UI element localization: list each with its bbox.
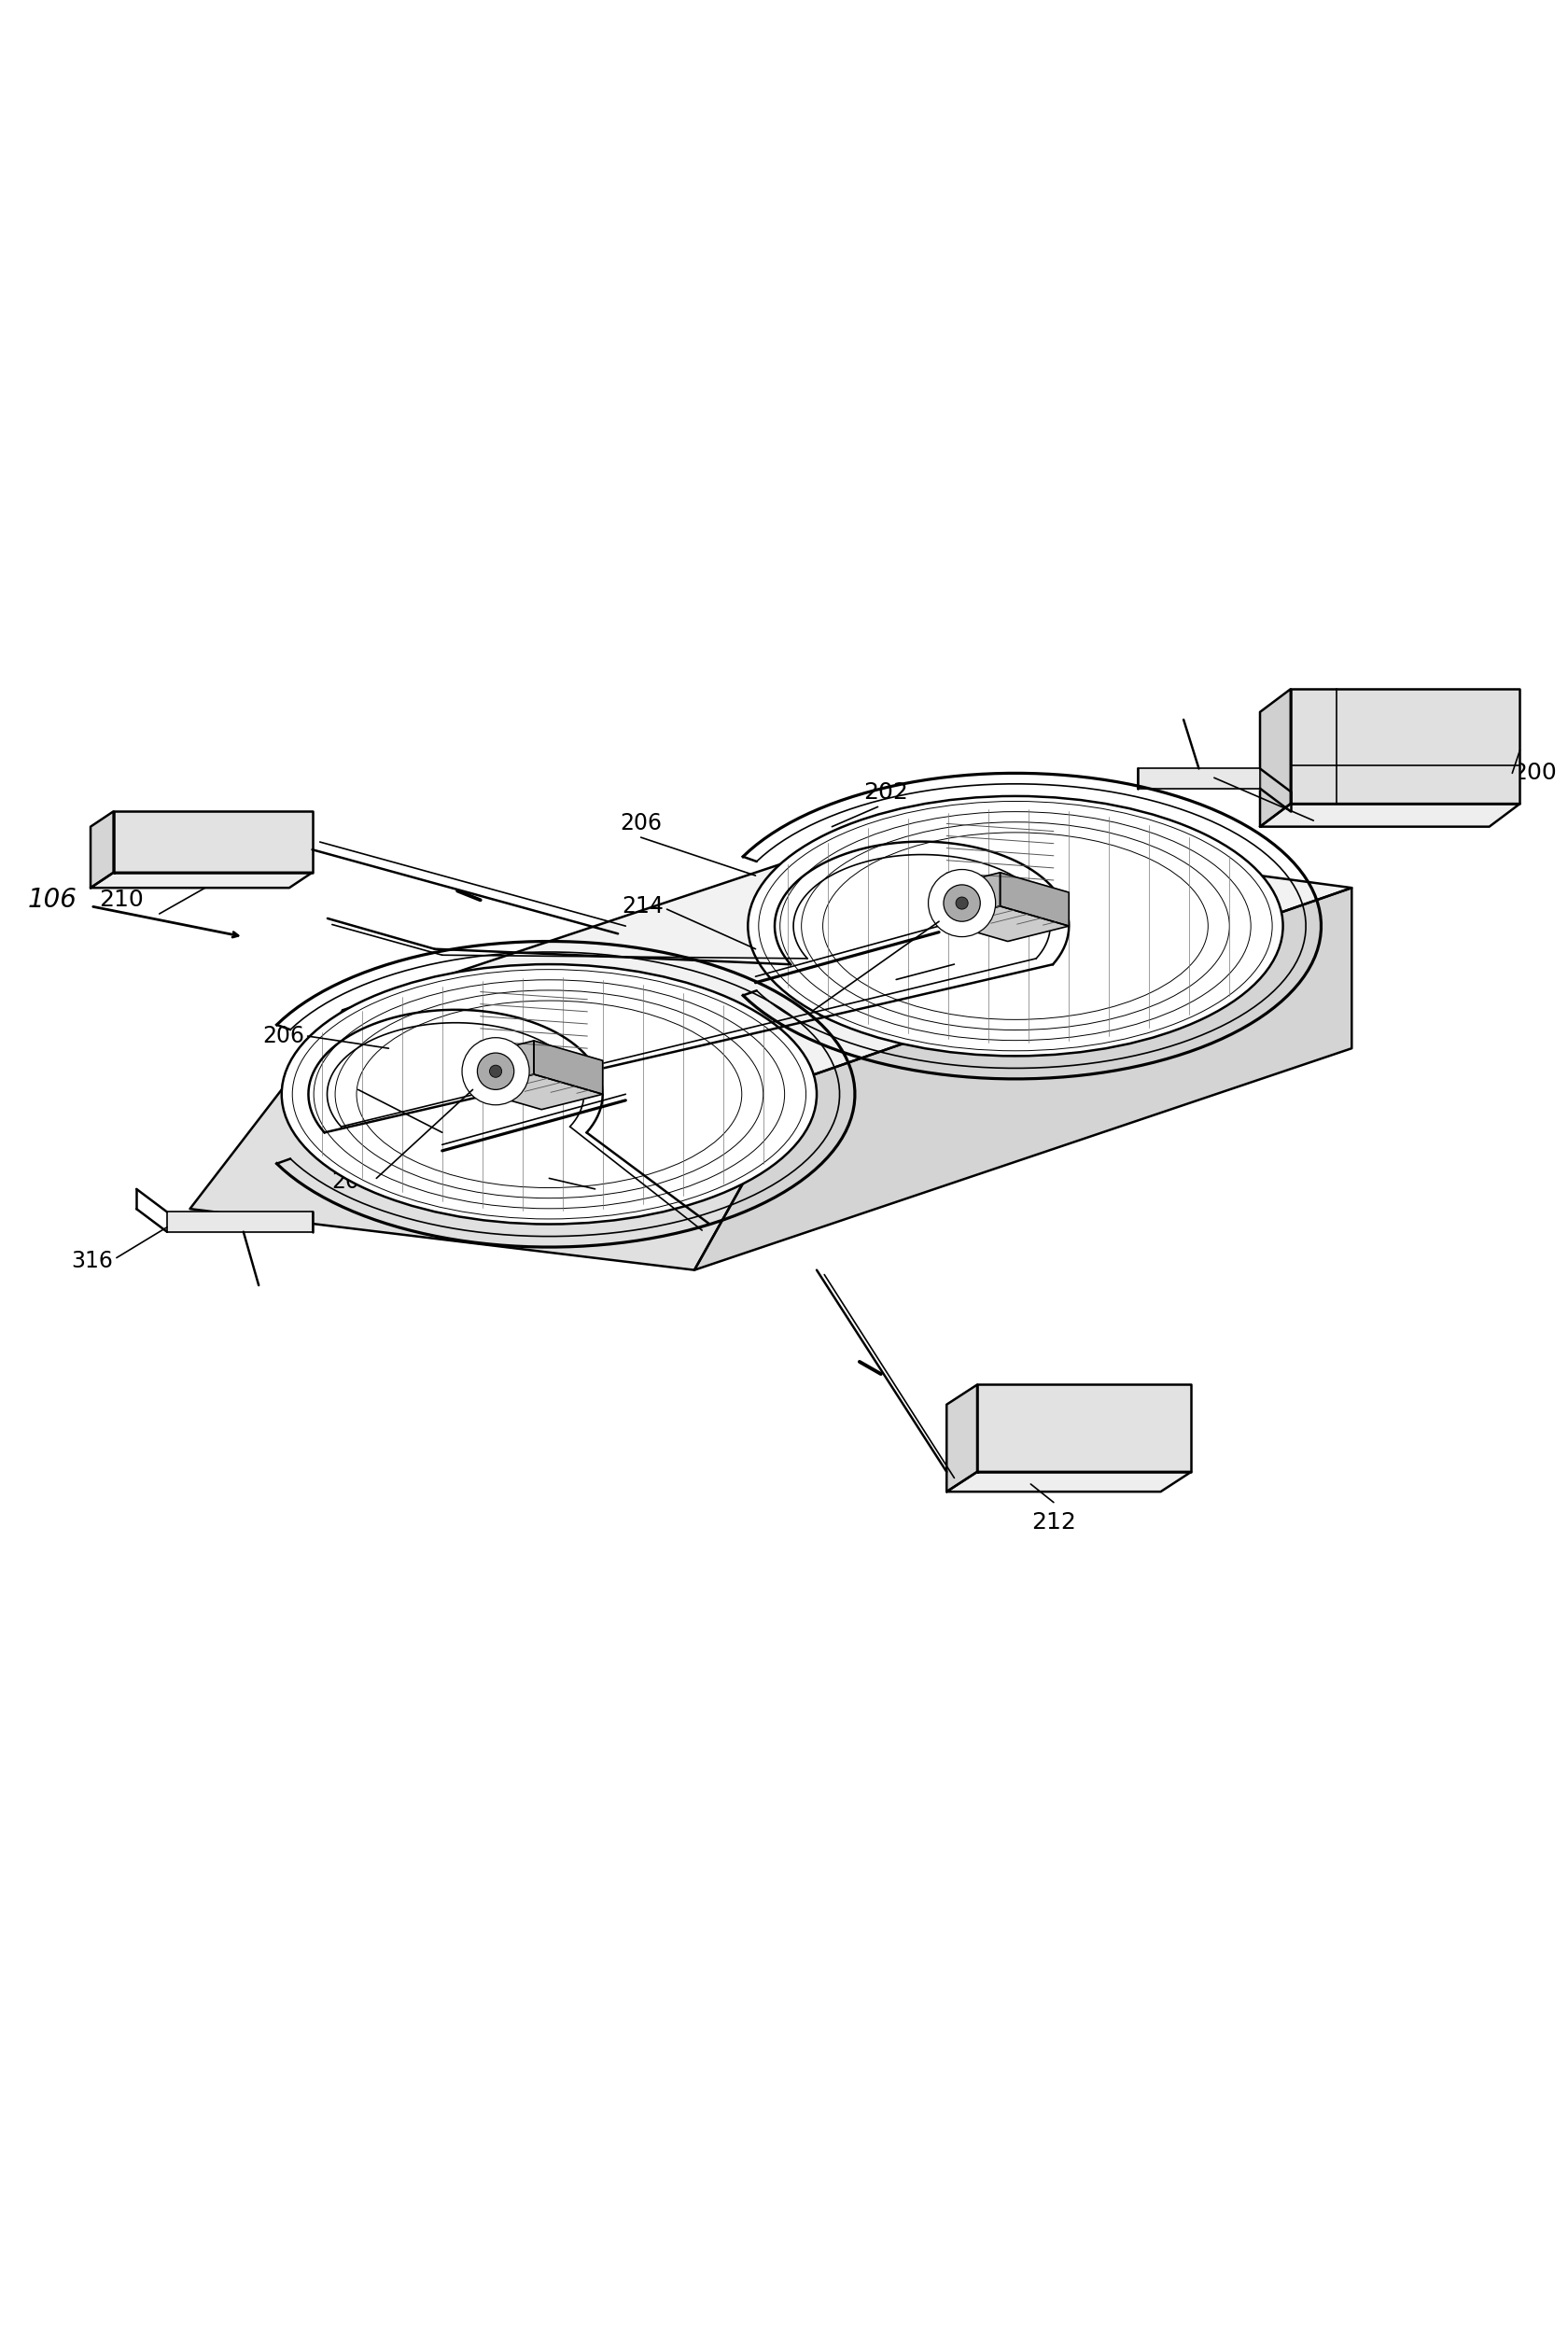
Polygon shape bbox=[190, 1009, 801, 1270]
Polygon shape bbox=[533, 1040, 602, 1093]
Polygon shape bbox=[168, 1212, 312, 1233]
Text: 316: 316 bbox=[72, 1249, 113, 1272]
Text: 204: 204 bbox=[817, 998, 859, 1021]
Polygon shape bbox=[113, 812, 312, 872]
Text: 106: 106 bbox=[28, 886, 77, 914]
Polygon shape bbox=[695, 889, 1352, 1270]
Circle shape bbox=[489, 1065, 502, 1077]
Polygon shape bbox=[91, 812, 113, 889]
Polygon shape bbox=[947, 1472, 1192, 1491]
Circle shape bbox=[956, 898, 967, 909]
Text: 208: 208 bbox=[574, 1191, 616, 1212]
Polygon shape bbox=[1000, 872, 1069, 926]
Circle shape bbox=[944, 884, 980, 921]
Polygon shape bbox=[1290, 688, 1519, 805]
Text: 208: 208 bbox=[851, 977, 894, 998]
Text: 210: 210 bbox=[99, 889, 143, 912]
Text: 204: 204 bbox=[331, 1170, 373, 1193]
Polygon shape bbox=[939, 907, 1069, 942]
Text: 206: 206 bbox=[262, 1026, 304, 1047]
Ellipse shape bbox=[282, 965, 817, 1223]
Polygon shape bbox=[1261, 688, 1290, 826]
Polygon shape bbox=[472, 1075, 602, 1110]
Text: 206: 206 bbox=[619, 812, 662, 835]
Polygon shape bbox=[1261, 805, 1519, 826]
Polygon shape bbox=[939, 872, 1000, 921]
Polygon shape bbox=[947, 1384, 977, 1491]
Polygon shape bbox=[1138, 768, 1261, 789]
Polygon shape bbox=[91, 872, 312, 889]
Polygon shape bbox=[977, 1384, 1192, 1472]
Ellipse shape bbox=[748, 795, 1283, 1056]
Text: 214: 214 bbox=[622, 896, 663, 916]
Polygon shape bbox=[472, 1040, 533, 1089]
Text: 212: 212 bbox=[1032, 1512, 1076, 1533]
Polygon shape bbox=[343, 826, 1352, 1079]
Text: 200: 200 bbox=[1512, 763, 1557, 784]
Text: 202: 202 bbox=[862, 782, 908, 805]
Text: 214: 214 bbox=[314, 1075, 354, 1098]
Circle shape bbox=[463, 1037, 530, 1105]
Circle shape bbox=[477, 1054, 514, 1089]
Text: 316: 316 bbox=[1292, 795, 1334, 819]
Circle shape bbox=[928, 870, 996, 937]
